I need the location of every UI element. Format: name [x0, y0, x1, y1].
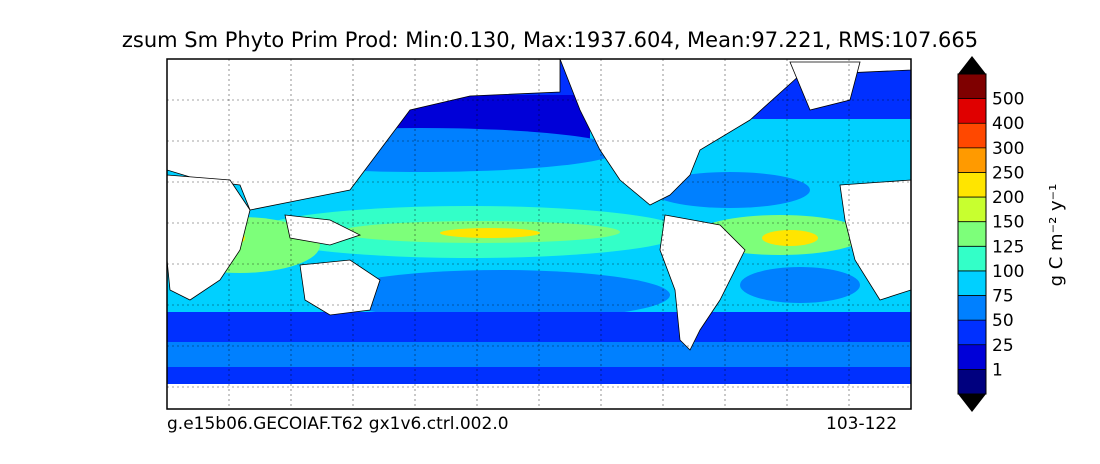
- colorbar-tick-label: 100: [992, 262, 1024, 282]
- southern-ocean-band: [167, 312, 911, 342]
- atlantic-max: [762, 230, 818, 246]
- map-layer: [167, 59, 911, 409]
- colorbar-segment: [958, 221, 986, 247]
- north-america-landmass: [559, 59, 911, 206]
- chart-title: zsum Sm Phyto Prim Prod: Min:0.130, Max:…: [121, 28, 979, 52]
- colorbar-segment: [958, 147, 986, 173]
- colorbar-tick-label: 200: [992, 188, 1024, 208]
- colorbar-tick-label: 500: [992, 90, 1024, 110]
- colorbar-segment: [958, 246, 986, 272]
- colorbar-tick-label: 300: [992, 139, 1024, 159]
- colorbar-segment: [958, 98, 986, 124]
- colorbar-frame: [957, 73, 987, 395]
- colorbar-tick-label: 150: [992, 213, 1024, 233]
- colorbar-tick-label: 75: [992, 287, 1014, 307]
- year-range-label: 103-122: [826, 414, 898, 434]
- colorbar-tick-label: 1: [992, 360, 1003, 380]
- map-frame: [166, 58, 912, 410]
- colorbar-segment: [958, 344, 986, 370]
- colorbar-label: g C m⁻² y⁻¹: [1046, 184, 1067, 287]
- colorbar-segment: [958, 270, 986, 297]
- colorbar-tick-label: 25: [992, 336, 1014, 356]
- colorbar-tick-label: 400: [992, 114, 1024, 134]
- australia-landmass: [299, 259, 381, 316]
- equatorial-pacific-max: [440, 228, 540, 238]
- maritime-continent: [284, 214, 362, 246]
- colorbar-extend-max: [958, 56, 986, 74]
- south-atlantic-gyre: [740, 267, 860, 303]
- colorbar-extend-min: [958, 394, 986, 412]
- colorbar-segment: [958, 74, 986, 100]
- colorbar-segment: [958, 197, 986, 223]
- north-atlantic-gyre: [650, 172, 810, 208]
- south-america-landmass: [659, 214, 746, 351]
- colorbar-tick-label: 250: [992, 163, 1024, 183]
- colorbar-segment: [958, 123, 986, 149]
- colorbar-tick-label: 125: [992, 237, 1024, 257]
- colorbar-segment: [958, 320, 986, 346]
- colorbar-segment: [958, 295, 986, 321]
- run-id-label: g.e15b06.GECOIAF.T62 gx1v6.ctrl.002.0: [167, 414, 509, 434]
- colorbar-tick-label: 50: [992, 311, 1014, 331]
- south-pacific-gyre: [330, 270, 670, 320]
- africa-landmass: [167, 174, 251, 301]
- colorbar-segment: [958, 369, 986, 395]
- africa-east-landmass: [839, 179, 911, 301]
- colorbar-segment: [958, 172, 986, 198]
- greenland: [789, 61, 861, 111]
